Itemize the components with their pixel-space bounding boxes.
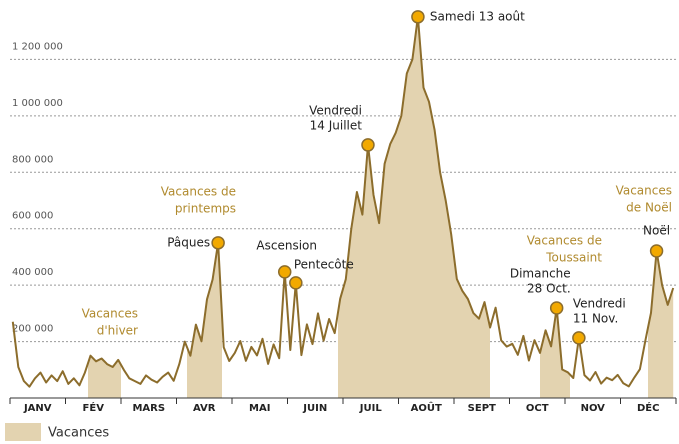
annotation-label: Pentecôte <box>294 257 354 271</box>
annotation-label: Noël <box>643 224 670 238</box>
x-tick-label: NOV <box>581 403 606 414</box>
annotation-marker <box>212 237 224 249</box>
y-tick-label: 1 200 000 <box>12 41 63 52</box>
annotation-label: 28 Oct. <box>527 281 571 295</box>
period-label: de Noël <box>626 201 672 215</box>
annotation-label: Samedi 13 août <box>430 9 525 23</box>
annotation-label: Pâques <box>167 235 210 249</box>
x-tick-label: OCT <box>526 403 549 414</box>
period-label: Vacances de <box>161 185 236 199</box>
period-label: Vacances <box>82 307 138 321</box>
annotation-marker <box>573 332 585 344</box>
period-label: d'hiver <box>97 324 138 338</box>
chart: Vacances 200 000 400 000 600 000 800 000 1 0… <box>0 0 679 444</box>
annotation-label: Vendredi <box>573 296 626 310</box>
legend-label: Vacances <box>48 426 109 441</box>
annotation-marker <box>362 139 374 151</box>
x-tick-label: MARS <box>132 403 165 414</box>
period-label: Vacances <box>616 184 672 198</box>
x-tick-label: FÉV <box>83 401 105 414</box>
x-tick-label: AOÛT <box>411 401 442 414</box>
period-label: Toussaint <box>545 251 602 265</box>
y-tick-label: 400 000 <box>12 267 53 278</box>
x-tick-label: JUIN <box>302 403 327 414</box>
y-tick-label: 1 000 000 <box>12 98 63 109</box>
x-tick-label: DÉC <box>637 401 659 414</box>
x-tick-label: MAI <box>249 403 270 414</box>
annotation-marker <box>290 277 302 289</box>
legend-swatch <box>5 423 41 441</box>
x-tick-label: JUIL <box>359 403 383 414</box>
annotation-marker <box>412 11 424 23</box>
period-label: Vacances de <box>527 234 602 248</box>
annotation-label: 11 Nov. <box>573 311 618 325</box>
annotation-label: Vendredi <box>309 103 362 117</box>
y-tick-label: 600 000 <box>12 211 53 222</box>
y-tick-label: 200 000 <box>12 324 53 335</box>
annotation-marker <box>651 245 663 257</box>
annotation-label: Ascension <box>256 238 317 252</box>
x-tick-label: JANV <box>23 403 52 414</box>
annotation-label: 14 Juillet <box>310 118 363 132</box>
y-tick-label: 800 000 <box>12 154 53 165</box>
x-tick-label: SEPT <box>468 403 496 414</box>
annotation-label: Dimanche <box>510 266 571 280</box>
x-tick-label: AVR <box>193 403 216 414</box>
annotation-marker <box>279 266 291 278</box>
period-label: printemps <box>175 202 236 216</box>
annotation-marker <box>551 302 563 314</box>
